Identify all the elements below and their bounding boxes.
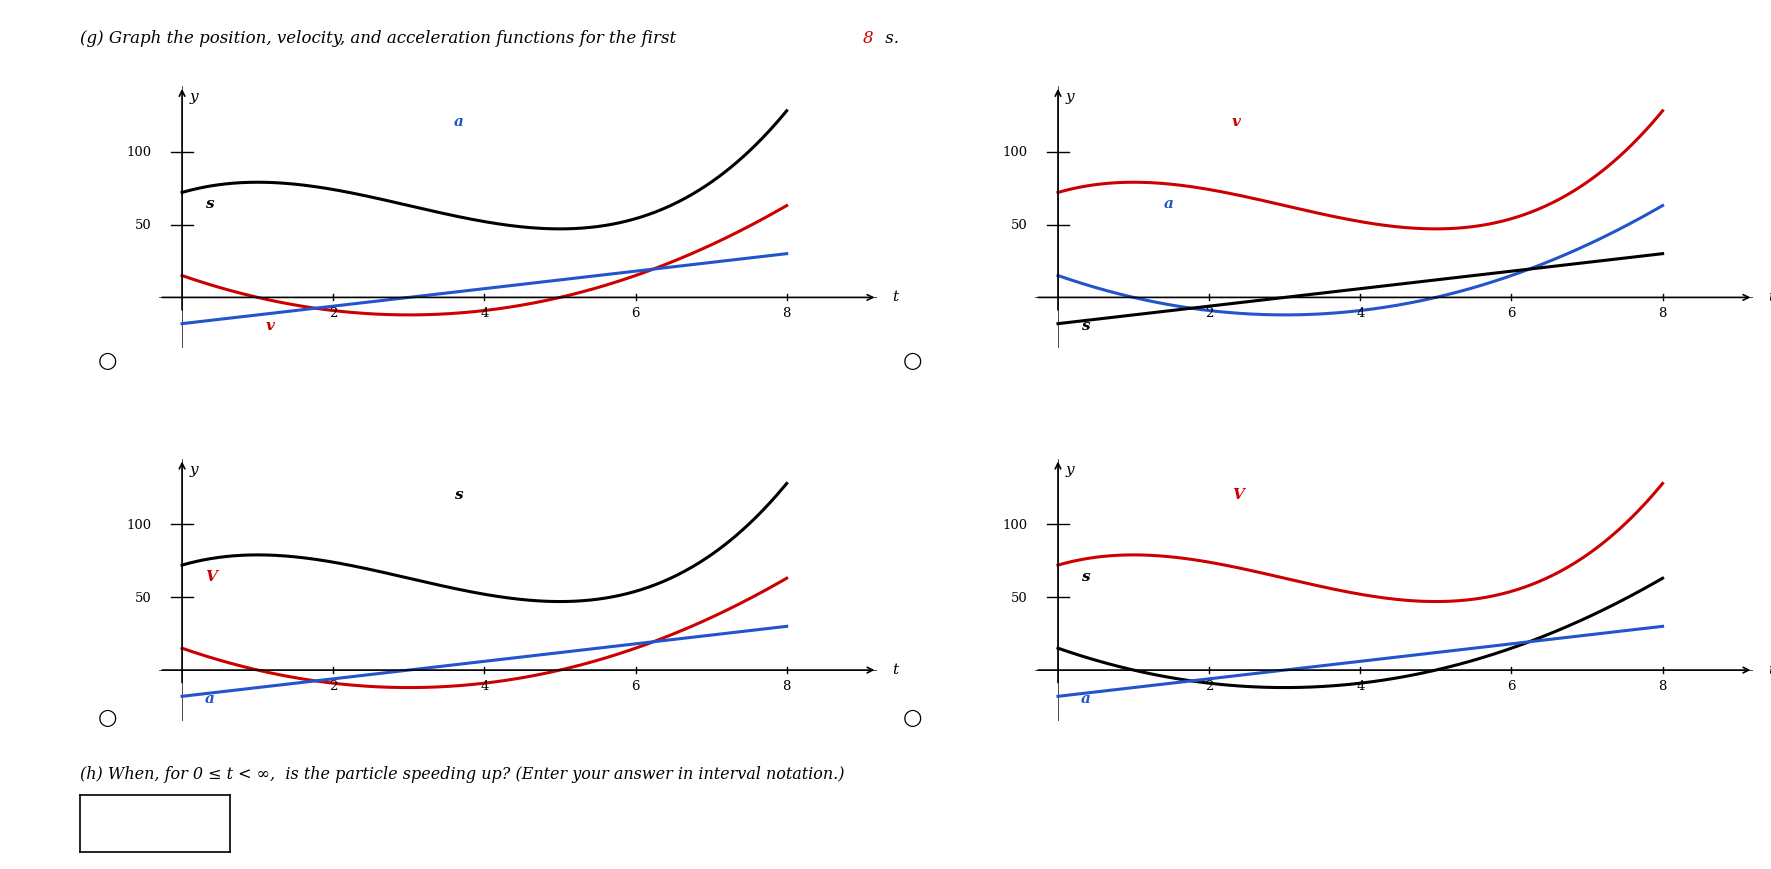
Text: v: v [266,319,275,333]
Text: 6: 6 [630,679,639,692]
Text: 2: 2 [329,307,338,320]
Text: 50: 50 [135,219,152,232]
Text: a: a [1164,196,1174,211]
Text: 4: 4 [480,679,489,692]
Text: 2: 2 [329,679,338,692]
Text: s: s [1080,569,1089,583]
Text: s: s [453,488,462,501]
Text: 50: 50 [135,591,152,604]
Text: ○: ○ [903,707,923,726]
Text: 100: 100 [128,146,152,159]
Text: ○: ○ [97,351,117,370]
Text: s.: s. [880,30,900,48]
Text: 50: 50 [1011,219,1027,232]
Text: 8: 8 [1658,679,1667,692]
Text: (g) Graph the position, velocity, and acceleration functions for the first: (g) Graph the position, velocity, and ac… [80,30,682,48]
Text: 8: 8 [783,307,792,320]
Text: 6: 6 [1507,679,1516,692]
Text: a: a [205,692,214,706]
Text: 4: 4 [1357,307,1364,320]
Text: y: y [189,90,198,103]
Text: t: t [893,289,898,303]
Text: 4: 4 [480,307,489,320]
Text: t: t [1769,289,1771,303]
Text: y: y [1066,90,1075,103]
Text: 4: 4 [1357,679,1364,692]
Text: a: a [1080,692,1091,706]
Text: ○: ○ [97,707,117,726]
Text: t: t [893,662,898,676]
Text: y: y [189,462,198,476]
Text: 6: 6 [1507,307,1516,320]
Text: 8: 8 [783,679,792,692]
Text: 100: 100 [1002,518,1027,531]
Text: 8: 8 [1658,307,1667,320]
Text: y: y [1066,462,1075,476]
Text: 100: 100 [128,518,152,531]
Text: 50: 50 [1011,591,1027,604]
Text: V: V [1233,488,1243,501]
Text: s: s [1080,319,1089,333]
Text: 8: 8 [862,30,873,48]
Text: (h) When, for 0 ≤ t < ∞,  is the particle speeding up? (Enter your answer in int: (h) When, for 0 ≤ t < ∞, is the particle… [80,765,845,782]
Text: V: V [205,569,216,583]
Text: ○: ○ [903,351,923,370]
Text: a: a [453,116,464,129]
Text: 2: 2 [1204,307,1213,320]
Text: 100: 100 [1002,146,1027,159]
Text: t: t [1769,662,1771,676]
Text: v: v [1233,116,1241,129]
Text: 2: 2 [1204,679,1213,692]
Text: 6: 6 [630,307,639,320]
Text: s: s [205,196,213,211]
